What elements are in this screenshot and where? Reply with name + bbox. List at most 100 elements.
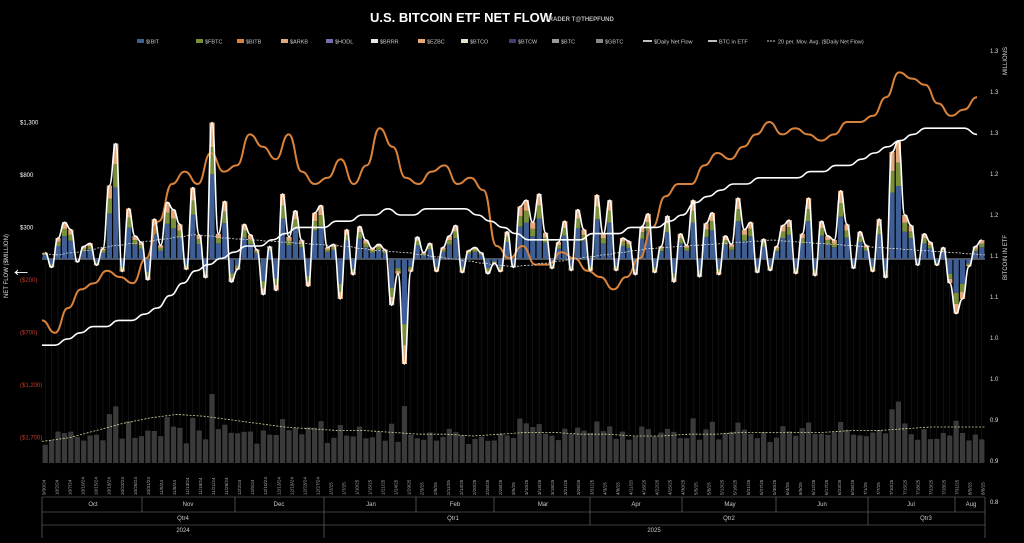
ibit-bar — [677, 243, 683, 259]
date-label: 1/10/25 — [355, 479, 360, 495]
ibit-bar — [696, 259, 703, 271]
fbtc-bar — [587, 266, 594, 269]
volume-bar — [42, 444, 48, 463]
arkb-bar — [517, 206, 523, 216]
ibit-bar — [607, 222, 613, 259]
arkb-bar — [382, 249, 388, 252]
date-label: 3/26/25 — [576, 479, 581, 495]
fbtc-bar — [966, 263, 972, 266]
arkb-bar — [703, 223, 709, 230]
legend-swatch — [418, 39, 425, 43]
volume-bar — [376, 431, 382, 463]
ibit-bar — [81, 251, 87, 259]
fbtc-bar — [408, 266, 414, 270]
fbtc-bar — [222, 211, 228, 224]
fbtc-bar — [68, 234, 74, 241]
arkb-bar — [414, 236, 420, 241]
legend-label: BTC in ETF — [719, 40, 748, 46]
fbtc-bar — [260, 281, 266, 289]
date-label: 5/13/25 — [720, 479, 725, 495]
fbtc-bar — [940, 249, 946, 252]
arkb-bar — [247, 234, 254, 240]
volume-bar — [267, 434, 273, 463]
volume-bar — [799, 428, 805, 463]
ibit-bar — [754, 259, 760, 268]
fbtc-bar — [170, 218, 177, 229]
volume-bar — [690, 418, 696, 463]
month-label: Jan — [366, 502, 376, 508]
date-label: 7/18/25 — [915, 479, 920, 495]
fbtc-bar — [613, 266, 619, 269]
volume-bar — [164, 417, 170, 463]
date-label: 1/21/25 — [381, 479, 386, 495]
ibit-bar — [478, 255, 485, 259]
arkb-bar — [299, 240, 305, 244]
btc-in-etf-line — [41, 127, 978, 347]
volume-bar — [754, 438, 760, 463]
fbtc-bar — [947, 273, 953, 279]
fbtc-bar — [658, 248, 664, 252]
volume-bar — [433, 440, 440, 463]
volume-bar — [921, 429, 927, 463]
volume-bar — [786, 431, 792, 463]
back-arrow-icon[interactable]: ← — [10, 256, 32, 281]
volume-bar — [356, 426, 363, 463]
arkb-bar — [709, 212, 715, 222]
legend-swatch — [326, 39, 333, 43]
arkb-bar — [889, 151, 895, 172]
ibit-bar — [299, 247, 305, 259]
legend-label: $GBTC — [605, 40, 623, 46]
x-axis: 9/30/24 10/2/24 10/7/24 10/10/24 10/15/24 10/… — [42, 477, 986, 538]
volume-bar — [613, 438, 619, 463]
fbtc-bar — [93, 262, 100, 265]
date-label: 10/10/24 — [81, 477, 86, 495]
fbtc-bar — [305, 275, 311, 282]
volume-bar — [953, 420, 959, 463]
ibit-bar — [350, 259, 356, 269]
right-tick-label: 0.9 — [990, 459, 999, 465]
fbtc-bar — [735, 209, 741, 222]
volume-bar — [934, 438, 940, 463]
volume-bar — [979, 439, 985, 463]
volume-bar — [671, 431, 677, 463]
ibit-bar — [825, 244, 831, 259]
fbtc-bar — [568, 266, 574, 269]
arkb-bar — [100, 248, 106, 251]
ibit-bar — [652, 259, 658, 268]
volume-bar — [908, 434, 914, 463]
date-label: 6/12/25 — [811, 479, 816, 495]
quarter-label: Qtr2 — [723, 516, 735, 522]
fbtc-bar — [196, 239, 202, 245]
volume-bar — [331, 437, 337, 463]
fbtc-bar — [652, 267, 658, 271]
volume-bar — [414, 438, 420, 463]
legend-label: $BTC — [561, 40, 575, 46]
ibit-bar — [440, 251, 446, 259]
volume-bar — [177, 427, 183, 463]
arkb-bar — [850, 266, 857, 269]
arkb-bar — [677, 233, 683, 239]
fbtc-bar — [870, 266, 876, 270]
volume-bar — [260, 430, 266, 463]
fbtc-bar — [510, 264, 517, 266]
ibit-bar — [915, 259, 921, 263]
ibit-bar — [318, 225, 324, 259]
volume-bar — [235, 433, 241, 463]
ibit-bar — [805, 221, 812, 259]
volume-bar — [632, 436, 638, 463]
volume-bar — [549, 435, 555, 463]
arkb-bar — [767, 268, 773, 271]
fbtc-bar — [61, 228, 68, 237]
volume-bar — [684, 438, 690, 463]
volume-bar — [350, 436, 356, 463]
right-tick-label: 1.0 — [990, 377, 999, 383]
fbtc-bar — [863, 247, 869, 251]
ibit-bar — [510, 259, 517, 265]
ibit-bar — [465, 253, 472, 259]
right-tick-label: 1.1 — [990, 254, 999, 260]
ibit-bar — [562, 235, 568, 259]
arkb-bar — [324, 247, 331, 250]
fbtc-bar — [664, 223, 671, 233]
fbtc-bar — [600, 238, 606, 244]
